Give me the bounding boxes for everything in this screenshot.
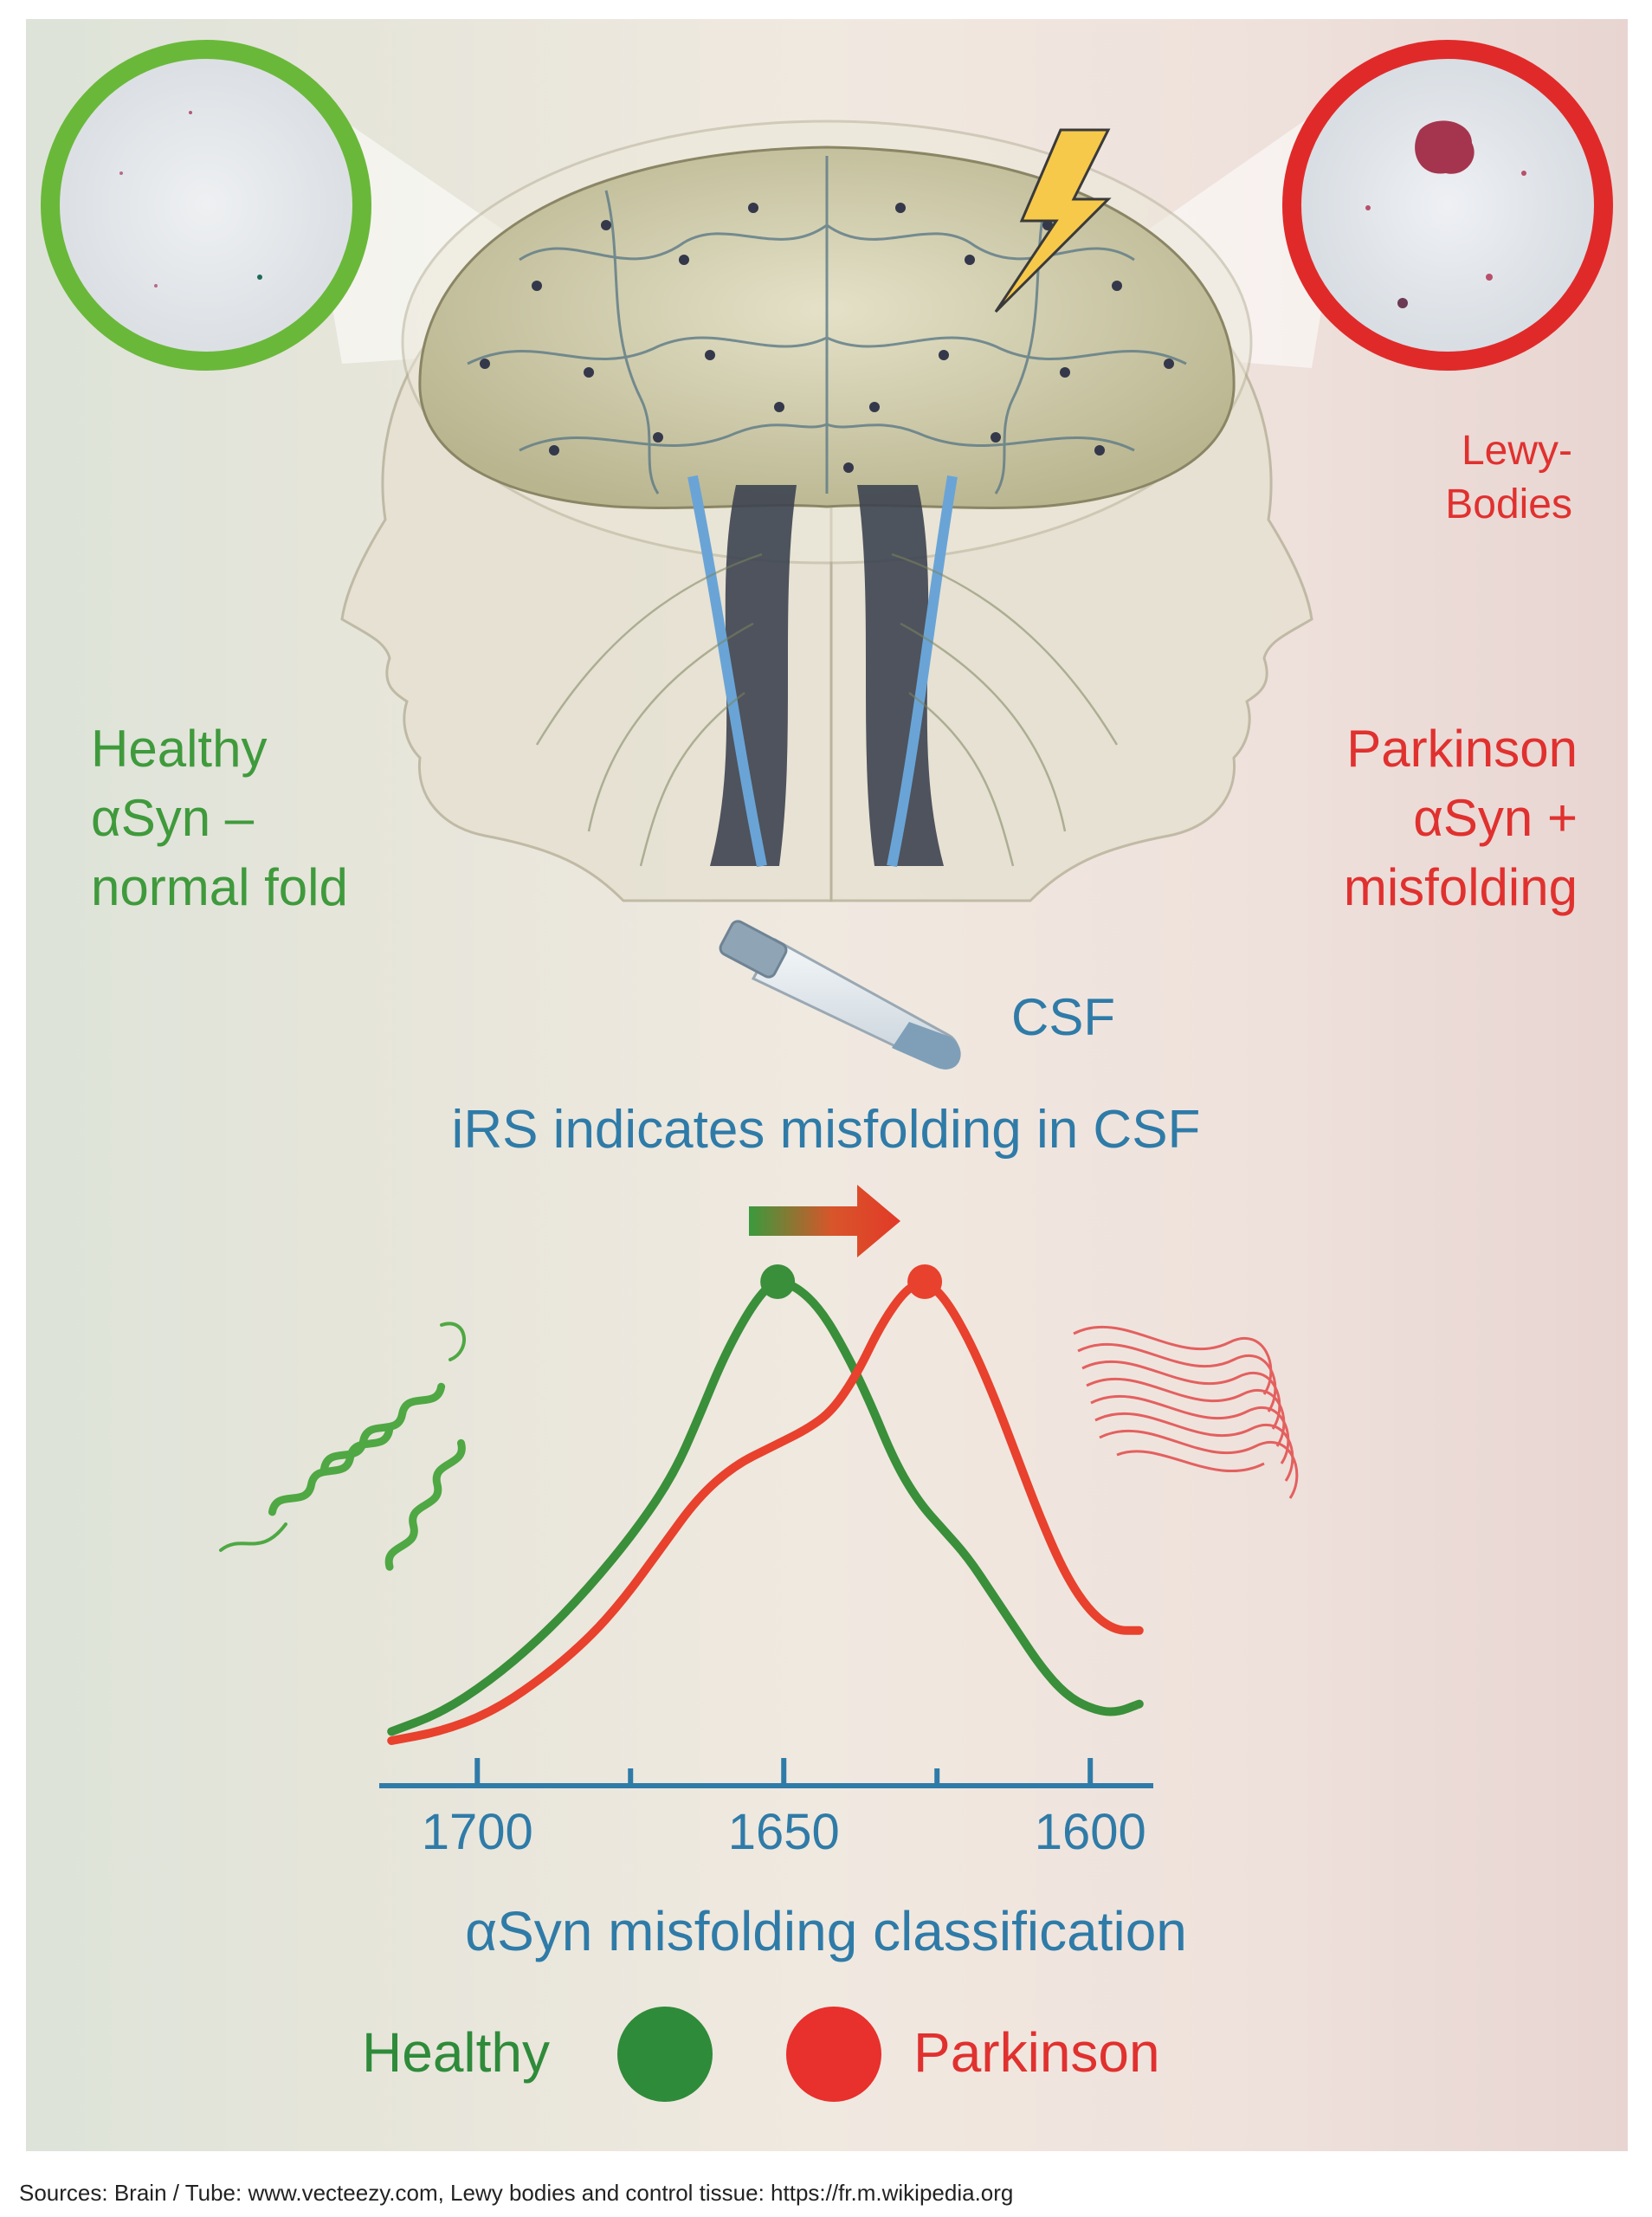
irs-statement: iRS indicates misfolding in CSF — [451, 1100, 1201, 1160]
peak-marker-parkinson — [907, 1264, 943, 1299]
head-profiles-brain-illustration — [340, 120, 1313, 902]
shift-arrow-icon — [749, 1185, 900, 1257]
x-tick-label: 1700 — [422, 1804, 533, 1860]
healthy-group-title: Healthy αSyn – normal fold — [91, 714, 348, 922]
parkinson-title-line: misfolding — [1343, 858, 1578, 916]
healthy-title-line: normal fold — [91, 858, 348, 916]
csf-label: CSF — [1011, 988, 1115, 1046]
x-axis: 1700 1650 1600 — [379, 1758, 1153, 1860]
legend-marker-parkinson — [786, 2007, 881, 2102]
legend-label-parkinson: Parkinson — [913, 2021, 1160, 2084]
brainstem-left — [710, 485, 797, 866]
parkinson-title-line: Parkinson — [1346, 720, 1578, 778]
healthy-tissue-magnifier — [41, 40, 371, 371]
healthy-title-line: αSyn – — [91, 789, 255, 847]
parkinson-title-line: αSyn + — [1413, 789, 1578, 847]
sources-caption: Sources: Brain / Tube: www.vecteezy.com,… — [19, 2180, 1014, 2206]
x-axis-title: αSyn misfolding classification — [465, 1900, 1187, 1962]
healthy-title-line: Healthy — [91, 720, 268, 778]
right-blood-vessel — [887, 475, 958, 868]
x-tick-label: 1650 — [728, 1804, 840, 1860]
csf-test-tube-icon — [719, 920, 961, 1070]
series-layer — [387, 1264, 1144, 1745]
lightning-icon — [994, 128, 1112, 313]
legend-label-healthy: Healthy — [362, 2021, 550, 2084]
spectrum-chart: 1700 1650 1600 — [379, 1264, 1153, 1860]
lewy-bodies-label: Lewy- Bodies — [1445, 424, 1572, 532]
brainstem-right — [857, 485, 944, 866]
x-tick-label: 1600 — [1035, 1804, 1146, 1860]
misfolded-fibril-protein-icon — [1073, 1325, 1299, 1499]
series-line-healthy — [387, 1278, 1144, 1736]
alpha-helix-protein-icon — [219, 1322, 466, 1571]
peak-marker-healthy — [760, 1264, 796, 1299]
lewy-bodies-line: Bodies — [1445, 482, 1572, 527]
lewy-bodies-line: Lewy- — [1461, 428, 1572, 474]
series-line-parkinson — [387, 1279, 1144, 1745]
legend-marker-healthy — [617, 2007, 713, 2102]
left-blood-vessel — [687, 475, 767, 868]
lewy-body-tissue-magnifier — [1282, 40, 1613, 371]
parkinson-group-title: Parkinson αSyn + misfolding — [1344, 714, 1578, 922]
